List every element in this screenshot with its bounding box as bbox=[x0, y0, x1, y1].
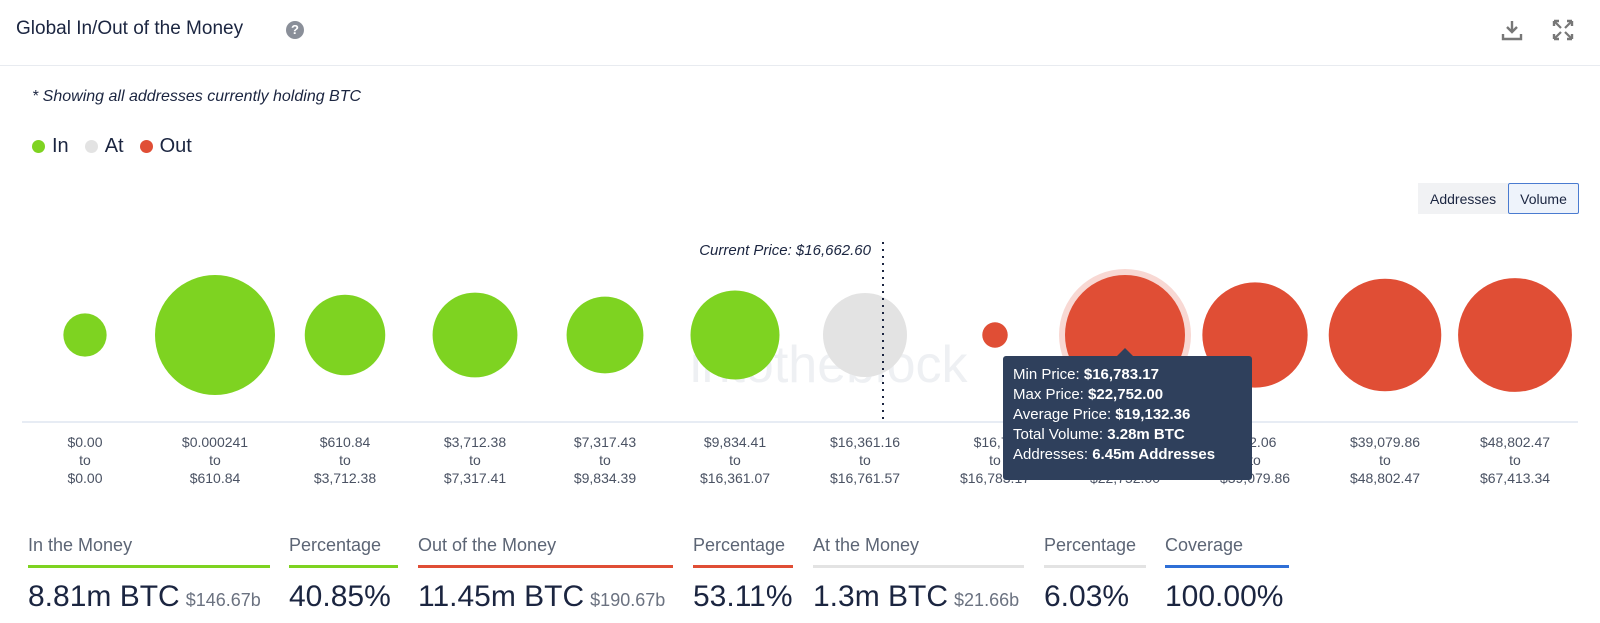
tooltip-average-price: Average Price: $19,132.36 bbox=[1013, 406, 1191, 423]
stat-out-label: Out of the Money bbox=[418, 535, 557, 555]
tick-label-from: $48,802.47 bbox=[1480, 434, 1550, 450]
stat-in-the-money: In the Money 8.81m BTC $146.67b bbox=[28, 535, 270, 614]
tick-label-to: $48,802.47 bbox=[1350, 470, 1420, 486]
addresses-toggle-button[interactable]: Addresses bbox=[1418, 183, 1509, 214]
tick-label-from: $39,079.86 bbox=[1350, 434, 1420, 450]
bubble-7 bbox=[823, 293, 907, 377]
legend-out[interactable]: Out bbox=[139, 135, 192, 158]
chart-legend: In At Out bbox=[32, 135, 208, 158]
legend-at-label: At bbox=[104, 135, 124, 157]
tick-label-from: $0.00 bbox=[67, 434, 102, 450]
tick-label-to: $67,413.34 bbox=[1480, 470, 1550, 486]
bubble-4 bbox=[432, 292, 518, 378]
stat-at-pct-value: 6.03% bbox=[1044, 580, 1130, 613]
stat-in-value: 8.81m BTC $146.67b bbox=[28, 580, 261, 613]
tick-label-to: $16,361.07 bbox=[700, 470, 770, 486]
tick-label-to: $3,712.38 bbox=[314, 470, 376, 486]
bubble-11 bbox=[1328, 278, 1442, 392]
stat-in-pct-value: 40.85% bbox=[289, 580, 391, 613]
legend-in[interactable]: In bbox=[32, 135, 69, 158]
panel-header: Global In/Out of the Money ? bbox=[0, 0, 1600, 66]
tick-label-to-word: to bbox=[599, 452, 611, 468]
stat-out-value: 11.45m BTC $190.67b bbox=[418, 580, 666, 613]
bubble-5 bbox=[566, 296, 644, 374]
stat-out-bar bbox=[418, 565, 673, 568]
tick-label-from: $0.000241 bbox=[182, 434, 248, 450]
tick-label-to-word: to bbox=[79, 452, 91, 468]
stat-in-percentage: Percentage 40.85% bbox=[289, 535, 398, 614]
legend-out-dot bbox=[139, 140, 153, 153]
tick-label-to: $0.00 bbox=[67, 470, 102, 486]
stat-coverage-bar bbox=[1165, 565, 1289, 568]
tick-label-to: $9,834.39 bbox=[574, 470, 636, 486]
stat-out-pct-label: Percentage bbox=[693, 535, 786, 555]
tick-label-to-word: to bbox=[729, 452, 741, 468]
current-price-label: Current Price: $16,662.60 bbox=[699, 242, 871, 259]
tooltip-arrow bbox=[1116, 348, 1134, 357]
bucket-tooltip: Min Price: $16,783.17 Max Price: $22,752… bbox=[1003, 356, 1252, 480]
stat-coverage-label: Coverage bbox=[1165, 535, 1244, 555]
stat-at-pct-label: Percentage bbox=[1044, 535, 1137, 555]
stat-out-percentage: Percentage 53.11% bbox=[693, 535, 793, 614]
stat-coverage-value: 100.00% bbox=[1165, 580, 1284, 613]
expand-icon[interactable] bbox=[1551, 18, 1575, 42]
bubble-8 bbox=[982, 322, 1008, 348]
tick-label-to-word: to bbox=[1509, 452, 1521, 468]
stat-out-of-the-money: Out of the Money 11.45m BTC $190.67b bbox=[418, 535, 673, 614]
tick-label-from: $7,317.43 bbox=[574, 434, 636, 450]
bubble-2 bbox=[155, 275, 275, 395]
stat-at-percentage: Percentage 6.03% bbox=[1044, 535, 1146, 614]
tooltip-total-volume: Total Volume: 3.28m BTC bbox=[1013, 426, 1185, 443]
tick-label-to-word: to bbox=[469, 452, 481, 468]
legend-out-label: Out bbox=[159, 135, 192, 157]
legend-at[interactable]: At bbox=[84, 135, 124, 158]
tick-label-to: $16,761.57 bbox=[830, 470, 900, 486]
tick-label-to-word: to bbox=[1379, 452, 1391, 468]
tooltip-max-price: Max Price: $22,752.00 bbox=[1013, 386, 1164, 403]
bubble-12 bbox=[1458, 278, 1572, 392]
volume-toggle-button[interactable]: Volume bbox=[1508, 183, 1579, 214]
tick-label-from: $16,361.16 bbox=[830, 434, 900, 450]
download-icon[interactable] bbox=[1500, 18, 1524, 42]
stat-out-pct-bar bbox=[693, 565, 793, 568]
bubble-6 bbox=[690, 290, 780, 380]
stat-at-bar bbox=[813, 565, 1024, 568]
stat-at-value: 1.3m BTC $21.66b bbox=[813, 580, 1020, 613]
summary-stats: In the Money 8.81m BTC $146.67b Percentag… bbox=[0, 535, 1600, 623]
tooltip-addresses: Addresses: 6.45m Addresses bbox=[1013, 446, 1216, 463]
stat-at-the-money: At the Money 1.3m BTC $21.66b bbox=[813, 535, 1024, 614]
stat-coverage: Coverage 100.00% bbox=[1165, 535, 1289, 614]
stat-in-pct-label: Percentage bbox=[289, 535, 382, 555]
stat-in-pct-bar bbox=[289, 565, 398, 568]
legend-at-dot bbox=[84, 140, 98, 153]
bubble-chart: intotheblock$0.00to$0.00$0.000241to$610.… bbox=[22, 242, 1578, 486]
tick-label-to: $610.84 bbox=[190, 470, 241, 486]
tick-label-to-word: to bbox=[209, 452, 221, 468]
tick-label-to-word: to bbox=[859, 452, 871, 468]
tick-label-to-word: to bbox=[339, 452, 351, 468]
stat-at-pct-bar bbox=[1044, 565, 1146, 568]
holding-note: * Showing all addresses currently holdin… bbox=[32, 88, 362, 105]
tick-label-to: $7,317.41 bbox=[444, 470, 506, 486]
tick-label-to-word: to bbox=[989, 452, 1001, 468]
stat-out-pct-value: 53.11% bbox=[693, 580, 793, 613]
stat-at-label: At the Money bbox=[813, 535, 920, 555]
question-circle-icon[interactable]: ? bbox=[286, 21, 304, 39]
tick-label-from: $3,712.38 bbox=[444, 434, 506, 450]
tick-label-from: $610.84 bbox=[320, 434, 371, 450]
stat-in-bar bbox=[28, 565, 270, 568]
metric-toggle: Addresses Volume bbox=[1418, 183, 1579, 214]
page-title: Global In/Out of the Money bbox=[16, 18, 244, 39]
bubble-3 bbox=[304, 294, 386, 376]
legend-in-dot bbox=[32, 140, 45, 153]
stat-in-label: In the Money bbox=[28, 535, 133, 555]
tick-label-to-word: to bbox=[1249, 452, 1261, 468]
bubble-1 bbox=[63, 313, 107, 357]
legend-in-label: In bbox=[52, 135, 69, 157]
tooltip-min-price: Min Price: $16,783.17 bbox=[1013, 366, 1159, 383]
tick-label-from: $9,834.41 bbox=[704, 434, 766, 450]
